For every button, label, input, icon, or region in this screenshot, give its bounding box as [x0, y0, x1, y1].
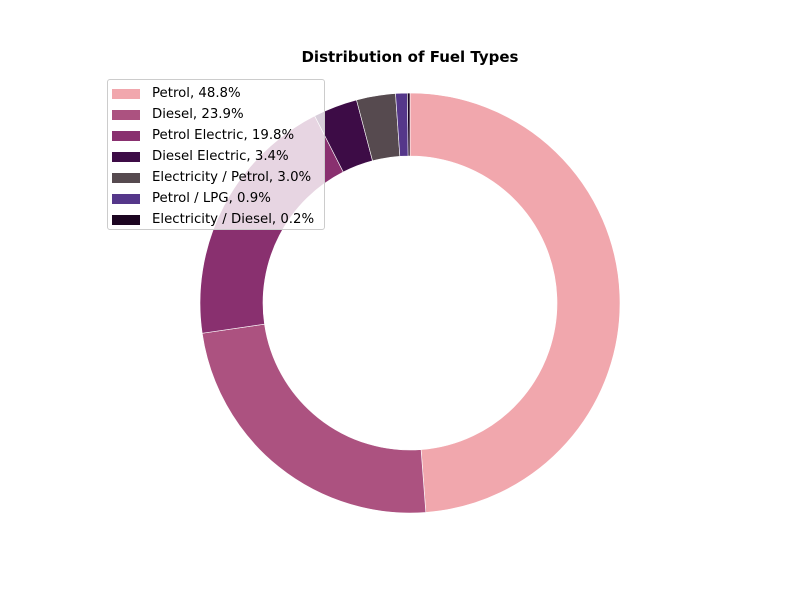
- legend-swatch: [112, 193, 140, 204]
- legend-swatch: [112, 88, 140, 99]
- legend-swatch: [112, 172, 140, 183]
- legend-label: Electricity / Diesel, 0.2%: [152, 212, 315, 227]
- legend-swatch: [112, 109, 140, 120]
- slice-petrol: [409, 92, 621, 513]
- chart-legend: Petrol, 48.8% Diesel, 23.9% Petrol Electri…: [107, 79, 325, 230]
- legend-item-electricity-petrol: Electricity / Petrol, 3.0%: [112, 167, 324, 188]
- legend-label: Diesel Electric, 3.4%: [152, 149, 289, 164]
- legend-label: Petrol Electric, 19.8%: [152, 128, 295, 143]
- legend-item-electricity-diesel: Electricity / Diesel, 0.2%: [112, 209, 324, 230]
- slice-diesel: [201, 323, 427, 514]
- legend-label: Diesel, 23.9%: [152, 107, 244, 122]
- legend-item-petrol: Petrol, 48.8%: [112, 83, 324, 104]
- legend-label: Petrol, 48.8%: [152, 86, 241, 101]
- slice-electricity-diesel: [407, 92, 411, 157]
- legend-label: Petrol / LPG, 0.9%: [152, 191, 271, 206]
- legend-item-diesel-electric: Diesel Electric, 3.4%: [112, 146, 324, 167]
- legend-item-petrol-electric: Petrol Electric, 19.8%: [112, 125, 324, 146]
- legend-item-petrol-lpg: Petrol / LPG, 0.9%: [112, 188, 324, 209]
- legend-swatch: [112, 214, 140, 225]
- chart-title: Distribution of Fuel Types: [301, 48, 519, 66]
- legend-swatch: [112, 130, 140, 141]
- legend-swatch: [112, 151, 140, 162]
- legend-label: Electricity / Petrol, 3.0%: [152, 170, 312, 185]
- legend-item-diesel: Diesel, 23.9%: [112, 104, 324, 125]
